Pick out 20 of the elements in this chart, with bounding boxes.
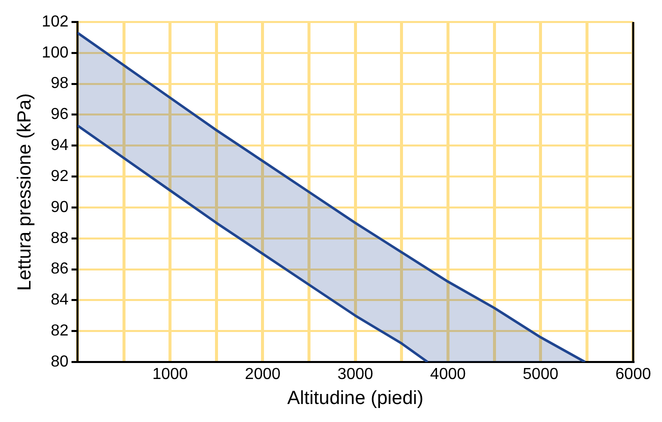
y-tick-label: 86 xyxy=(50,260,69,278)
y-tick-label: 98 xyxy=(50,75,69,92)
y-tick-label: 92 xyxy=(50,168,69,185)
x-tick-label: 3000 xyxy=(338,366,374,384)
x-tick-label: 1000 xyxy=(152,366,188,384)
y-tick-label: 96 xyxy=(50,106,69,124)
x-tick-label: 2000 xyxy=(244,366,281,384)
y-tick-label: 88 xyxy=(50,230,69,247)
x-tick-label: 6000 xyxy=(615,366,652,384)
y-tick-label: 82 xyxy=(50,322,69,340)
y-tick-label: 94 xyxy=(50,137,69,154)
x-axis-title: Altitudine (piedi) xyxy=(287,388,424,409)
y-tick-label: 100 xyxy=(42,44,69,62)
y-tick-label: 84 xyxy=(50,292,69,309)
y-axis-title: Lettura pressione (kPa) xyxy=(14,93,36,291)
y-tick-label: 80 xyxy=(50,353,69,370)
x-tick-label: 5000 xyxy=(522,366,558,384)
x-tick-label: 4000 xyxy=(430,366,466,384)
y-tick-label: 102 xyxy=(42,13,69,30)
y-tick-label: 90 xyxy=(50,198,69,216)
